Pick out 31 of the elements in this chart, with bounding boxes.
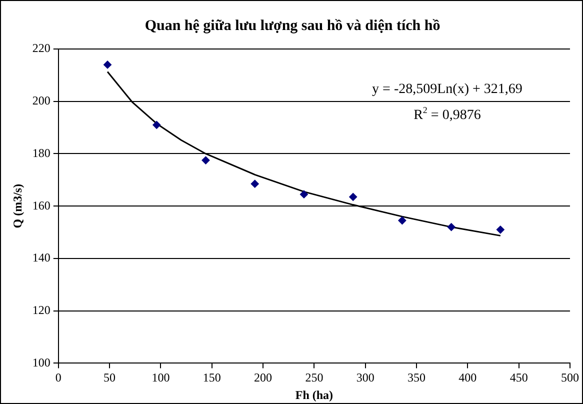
point <box>398 216 406 224</box>
point <box>496 226 504 234</box>
x-tick-label: 100 <box>152 370 170 385</box>
x-tick-label: 500 <box>561 370 579 385</box>
chart-title: Quan hệ giữa lưu lượng sau hồ và diện tích hồ <box>144 18 440 34</box>
x-tick-label: 350 <box>408 370 426 385</box>
x-tick-label: 450 <box>510 370 528 385</box>
y-tick-label: 140 <box>32 250 50 265</box>
x-tick-label: 0 <box>55 370 62 385</box>
annotation: y = -28,509Ln(x) + 321,69 <box>372 82 522 97</box>
y-tick-label: 220 <box>32 41 50 56</box>
x-tick-label: 150 <box>202 370 221 385</box>
point <box>202 156 210 164</box>
y-tick-label: 200 <box>32 94 50 108</box>
x-tick-label: 250 <box>305 370 324 385</box>
point <box>300 190 308 198</box>
y-tick-label: 180 <box>32 146 50 160</box>
point <box>152 120 161 129</box>
point <box>104 60 112 69</box>
x-tick-label: 300 <box>356 370 374 385</box>
x-axis-title: Fh (ha) <box>295 388 334 402</box>
y-axis-title: Q (m3/s) <box>10 184 24 228</box>
x-tick-label: 400 <box>458 370 477 385</box>
x-tick-label: 200 <box>254 370 272 385</box>
y-tick-label: 100 <box>32 355 50 370</box>
x-tick-label: 50 <box>104 370 116 385</box>
point <box>447 223 456 232</box>
y-tick-label: 160 <box>32 198 50 212</box>
y-tick-label: 120 <box>32 302 50 317</box>
point <box>349 192 358 201</box>
point <box>250 180 259 188</box>
